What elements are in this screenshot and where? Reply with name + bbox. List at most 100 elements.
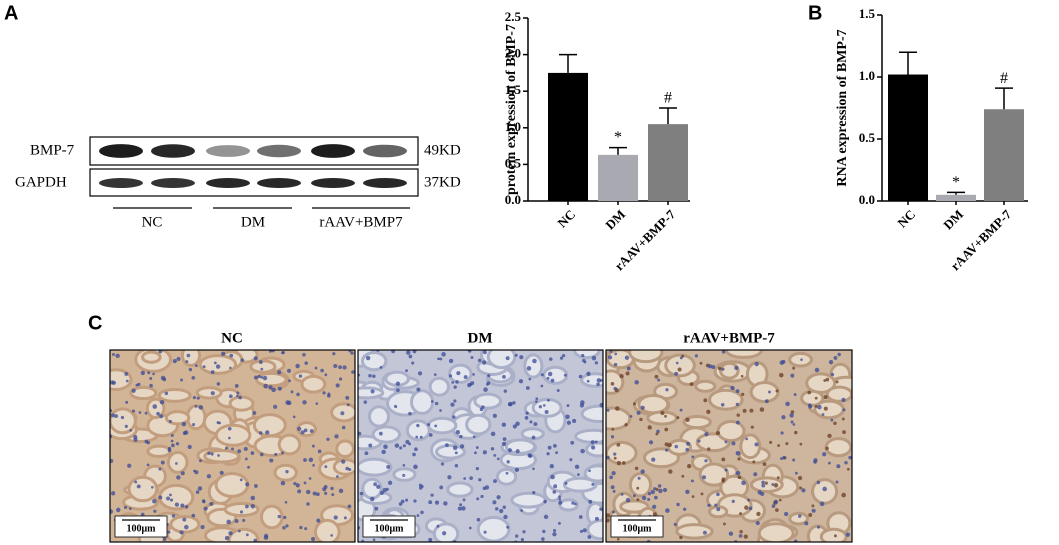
- nucleus: [481, 360, 487, 365]
- nucleus: [308, 477, 312, 480]
- nucleus: [508, 401, 513, 407]
- nucleus: [764, 481, 768, 485]
- nucleus: [830, 418, 834, 422]
- nucleus: [445, 443, 449, 447]
- nucleus: [825, 446, 829, 451]
- nucleus: [547, 371, 553, 377]
- nucleus: [110, 458, 114, 463]
- nucleus: [243, 446, 248, 452]
- nucleus: [668, 469, 673, 474]
- nucleus: [324, 373, 328, 377]
- nucleus: [808, 513, 813, 517]
- nucleus: [483, 530, 487, 534]
- nucleus: [540, 373, 544, 377]
- nucleus: [499, 508, 504, 514]
- nucleus: [616, 442, 621, 447]
- nucleus: [813, 458, 818, 463]
- nucleus: [741, 392, 745, 396]
- nucleus: [452, 445, 458, 451]
- nucleus: [250, 451, 255, 455]
- nucleus: [413, 464, 418, 470]
- nucleus: [482, 350, 487, 355]
- blot-group-label: rAAV+BMP7: [319, 214, 403, 230]
- nucleus: [715, 430, 720, 436]
- nucleus: [224, 535, 230, 541]
- tubule: [180, 350, 202, 367]
- nucleus: [253, 375, 258, 380]
- scale-label: 100μm: [623, 523, 653, 534]
- nucleus: [743, 534, 748, 539]
- y-tick-label: 2.0: [505, 46, 521, 61]
- tubule: [694, 379, 717, 393]
- nucleus: [493, 479, 497, 483]
- nucleus: [773, 483, 779, 488]
- nucleus: [216, 382, 221, 386]
- nucleus: [332, 352, 336, 356]
- nucleus: [309, 429, 314, 433]
- nucleus: [599, 507, 603, 511]
- blot-band: [257, 178, 301, 188]
- nucleus: [284, 500, 288, 504]
- tubule: [169, 515, 201, 534]
- nucleus: [181, 421, 187, 427]
- nucleus: [587, 535, 592, 539]
- nucleus: [749, 408, 754, 413]
- nucleus: [606, 408, 610, 412]
- nucleus: [734, 365, 739, 371]
- nucleus: [277, 514, 281, 519]
- nucleus: [640, 405, 645, 410]
- nucleus: [724, 468, 728, 472]
- nucleus: [514, 467, 520, 473]
- nucleus: [794, 539, 798, 542]
- nucleus: [823, 395, 828, 400]
- nucleus: [776, 476, 780, 480]
- nucleus: [599, 379, 603, 382]
- nucleus: [171, 514, 176, 518]
- nucleus: [373, 482, 378, 487]
- nucleus: [656, 429, 660, 434]
- nucleus: [134, 480, 138, 484]
- nucleus: [557, 521, 561, 525]
- nucleus: [769, 440, 773, 444]
- y-tick-label: 1.0: [505, 119, 521, 134]
- nucleus: [459, 503, 463, 507]
- nucleus: [677, 367, 682, 372]
- nucleus: [613, 386, 618, 391]
- nucleus: [416, 387, 421, 392]
- tubule: [580, 404, 603, 424]
- nucleus: [170, 433, 174, 437]
- nucleus: [459, 444, 465, 449]
- nucleus: [260, 367, 264, 371]
- nucleus: [814, 367, 820, 373]
- nucleus: [566, 420, 571, 425]
- nucleus: [505, 356, 510, 361]
- tubule: [542, 365, 569, 385]
- nucleus: [808, 403, 812, 407]
- tubule: [819, 527, 848, 542]
- nucleus: [305, 489, 311, 495]
- nucleus: [833, 534, 837, 538]
- nucleus: [742, 408, 747, 413]
- nucleus: [226, 519, 232, 525]
- nucleus: [338, 365, 343, 370]
- nucleus: [299, 525, 303, 530]
- image-title: NC: [221, 330, 243, 346]
- tubule: [562, 476, 598, 493]
- nucleus: [823, 406, 828, 411]
- nucleus: [754, 442, 759, 447]
- nucleus: [224, 446, 228, 450]
- nucleus: [175, 442, 180, 446]
- nucleus: [801, 488, 806, 493]
- nucleus: [701, 475, 707, 480]
- nucleus: [229, 353, 234, 358]
- nucleus: [673, 522, 677, 526]
- nucleus: [364, 451, 369, 456]
- nucleus: [440, 462, 445, 466]
- blot-band: [206, 145, 250, 157]
- nucleus: [452, 415, 456, 419]
- y-tick-label: 0.5: [505, 155, 522, 170]
- nucleus: [228, 436, 231, 440]
- nucleus: [550, 474, 555, 480]
- nucleus: [563, 373, 567, 377]
- blot-band: [151, 178, 195, 188]
